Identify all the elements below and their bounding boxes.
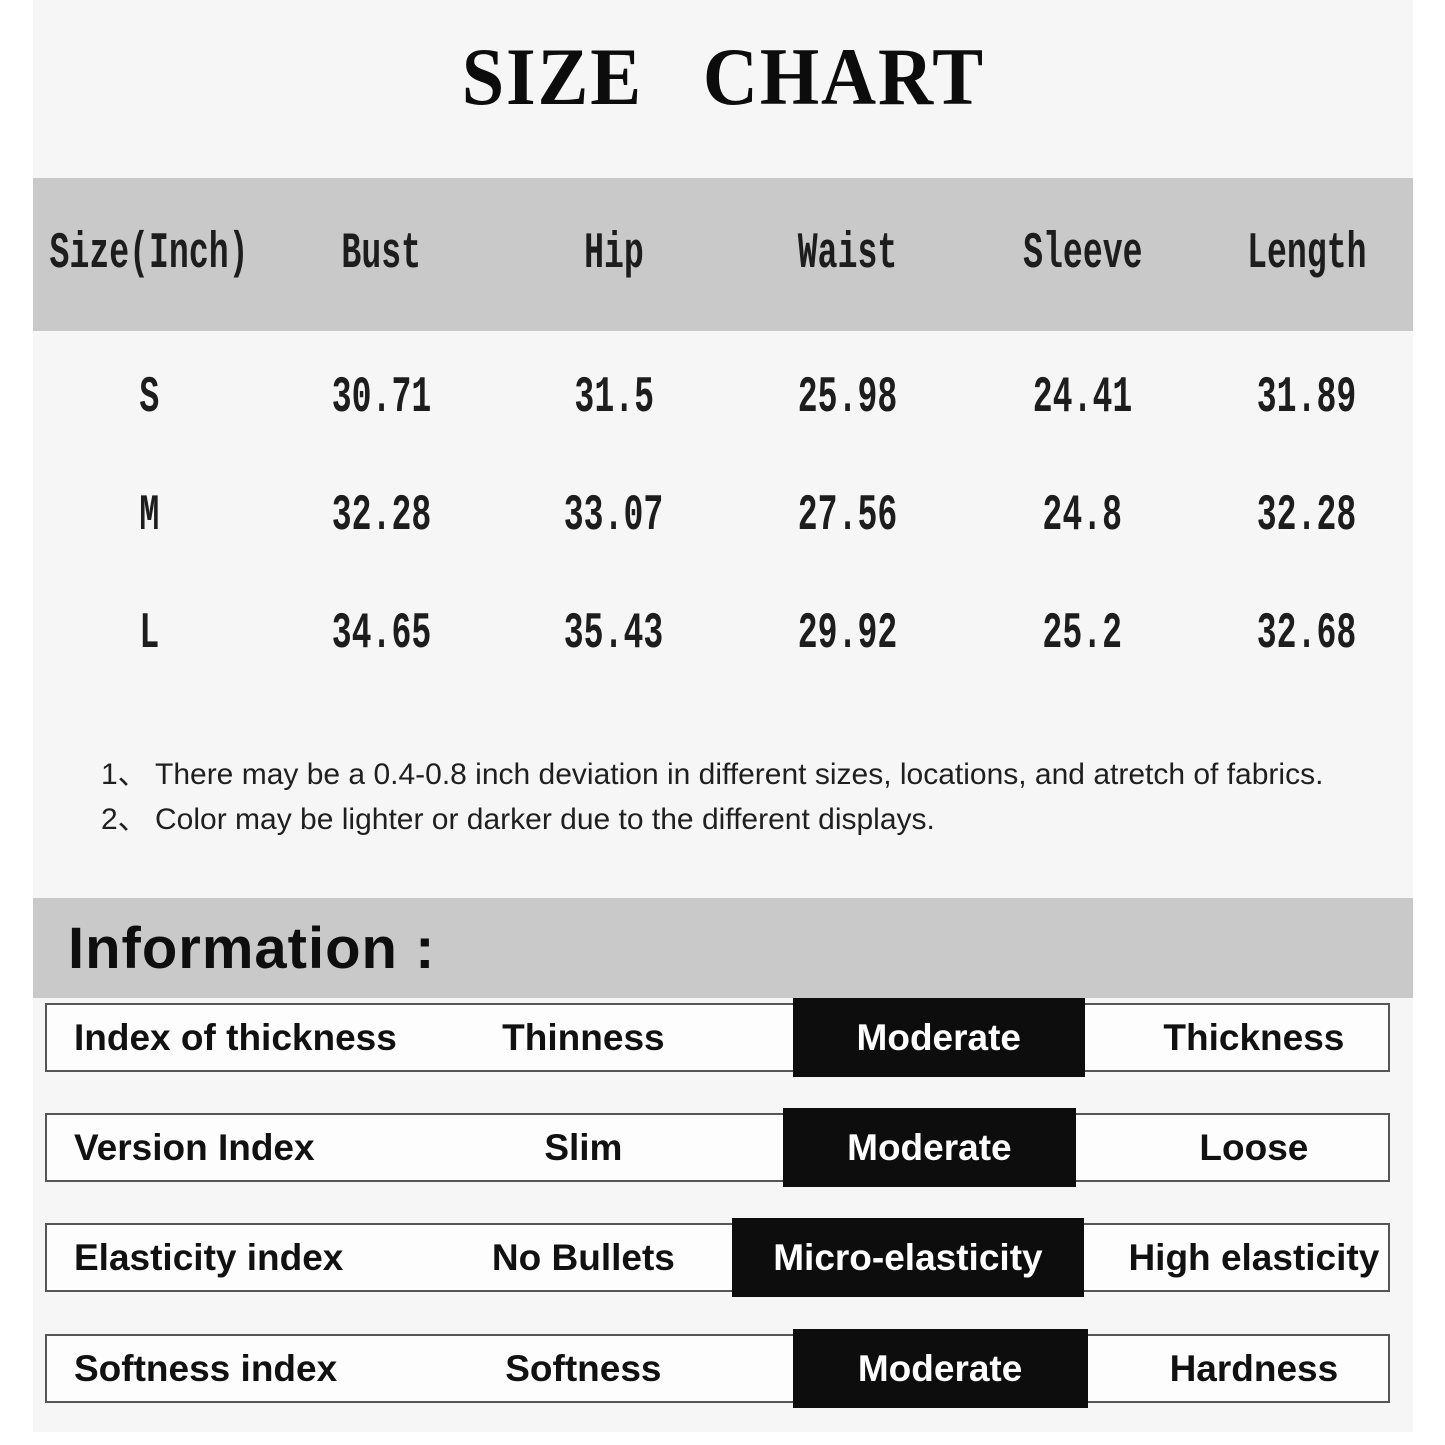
value-cell: 35.43	[564, 605, 664, 663]
info-option: Hardness	[1169, 1347, 1339, 1389]
info-bar-thickness: Index of thickness Thinness Moderate Thi…	[45, 998, 1390, 1077]
value-cell: 31.5	[574, 369, 654, 427]
information-heading: Information :	[68, 915, 436, 981]
info-option: No Bullets	[491, 1236, 675, 1278]
table-row-s: S 30.71 31.5 25.98 24.41 31.89	[33, 339, 1413, 457]
info-option: Thickness	[1163, 1016, 1345, 1058]
size-label: M	[138, 487, 159, 545]
info-option: Loose	[1199, 1126, 1309, 1168]
value-cell: 32.28	[331, 487, 432, 545]
value-cell: 34.65	[331, 605, 432, 663]
value-cell: 30.71	[331, 369, 432, 427]
value-cell: 25.2	[1042, 605, 1123, 663]
note-1-text: There may be a 0.4-0.8 inch deviation in…	[155, 758, 1324, 791]
value-cell: 25.98	[797, 369, 897, 427]
note-1-number: 1、	[101, 758, 148, 791]
header-cell-sleeve: Sleeve	[1022, 226, 1143, 283]
info-option-highlighted: Moderate	[792, 1329, 1088, 1408]
size-table-body: S 30.71 31.5 25.98 24.41 31.89 M 32.28 3…	[33, 339, 1413, 693]
value-cell: 24.41	[1032, 369, 1133, 427]
size-chart-page: SIZE CHART Size(Inch) Bust Hip Waist Sle…	[33, 0, 1413, 1432]
info-bar-elasticity: Elasticity index No Bullets Micro-elasti…	[45, 1218, 1390, 1297]
value-cell: 24.8	[1042, 487, 1123, 545]
size-label: L	[138, 605, 159, 663]
note-2-number: 2、	[101, 803, 148, 836]
table-row-l: L 34.65 35.43 29.92 25.2 32.68	[33, 575, 1413, 693]
info-bar-softness: Softness index Softness Moderate Hardnes…	[45, 1329, 1390, 1408]
header-cell-waist: Waist	[797, 226, 897, 283]
header-cell-size: Size(Inch)	[49, 226, 249, 283]
header-cell-hip: Hip	[584, 226, 644, 283]
info-bar-version: Version Index Slim Moderate Loose	[45, 1108, 1390, 1187]
value-cell: 27.56	[797, 487, 897, 545]
value-cell: 32.28	[1256, 487, 1357, 545]
size-label: S	[138, 369, 159, 427]
info-option: Slim	[544, 1126, 623, 1168]
info-bar-label: Elasticity index	[74, 1236, 344, 1278]
info-bar-label: Version Index	[74, 1126, 315, 1168]
info-option: High elasticity	[1128, 1236, 1380, 1278]
information-heading-band: Information :	[33, 898, 1413, 998]
note-1: 1、 There may be a 0.4-0.8 inch deviation…	[101, 752, 1391, 797]
header-cell-bust: Bust	[341, 226, 422, 283]
note-2-text: Color may be lighter or darker due to th…	[155, 803, 935, 836]
value-cell: 33.07	[564, 487, 664, 545]
info-option-highlighted: Moderate	[792, 998, 1085, 1077]
info-option: Softness	[505, 1347, 662, 1389]
page-title: SIZE CHART	[33, 30, 1413, 124]
info-bar-label: Index of thickness	[74, 1016, 397, 1058]
info-option: Thinness	[502, 1016, 665, 1058]
value-cell: 29.92	[797, 605, 897, 663]
size-table-header: Size(Inch) Bust Hip Waist Sleeve Length	[33, 178, 1413, 331]
header-cell-length: Length	[1247, 226, 1367, 283]
value-cell: 31.89	[1256, 369, 1357, 427]
note-2: 2、 Color may be lighter or darker due to…	[101, 797, 1391, 842]
table-row-m: M 32.28 33.07 27.56 24.8 32.28	[33, 457, 1413, 575]
notes: 1、 There may be a 0.4-0.8 inch deviation…	[101, 752, 1391, 842]
value-cell: 32.68	[1256, 605, 1357, 663]
info-option-highlighted: Moderate	[783, 1108, 1076, 1187]
info-bar-label: Softness index	[74, 1347, 338, 1389]
page-title-text: SIZE CHART	[461, 31, 985, 122]
info-option-highlighted: Micro-elasticity	[732, 1218, 1084, 1297]
